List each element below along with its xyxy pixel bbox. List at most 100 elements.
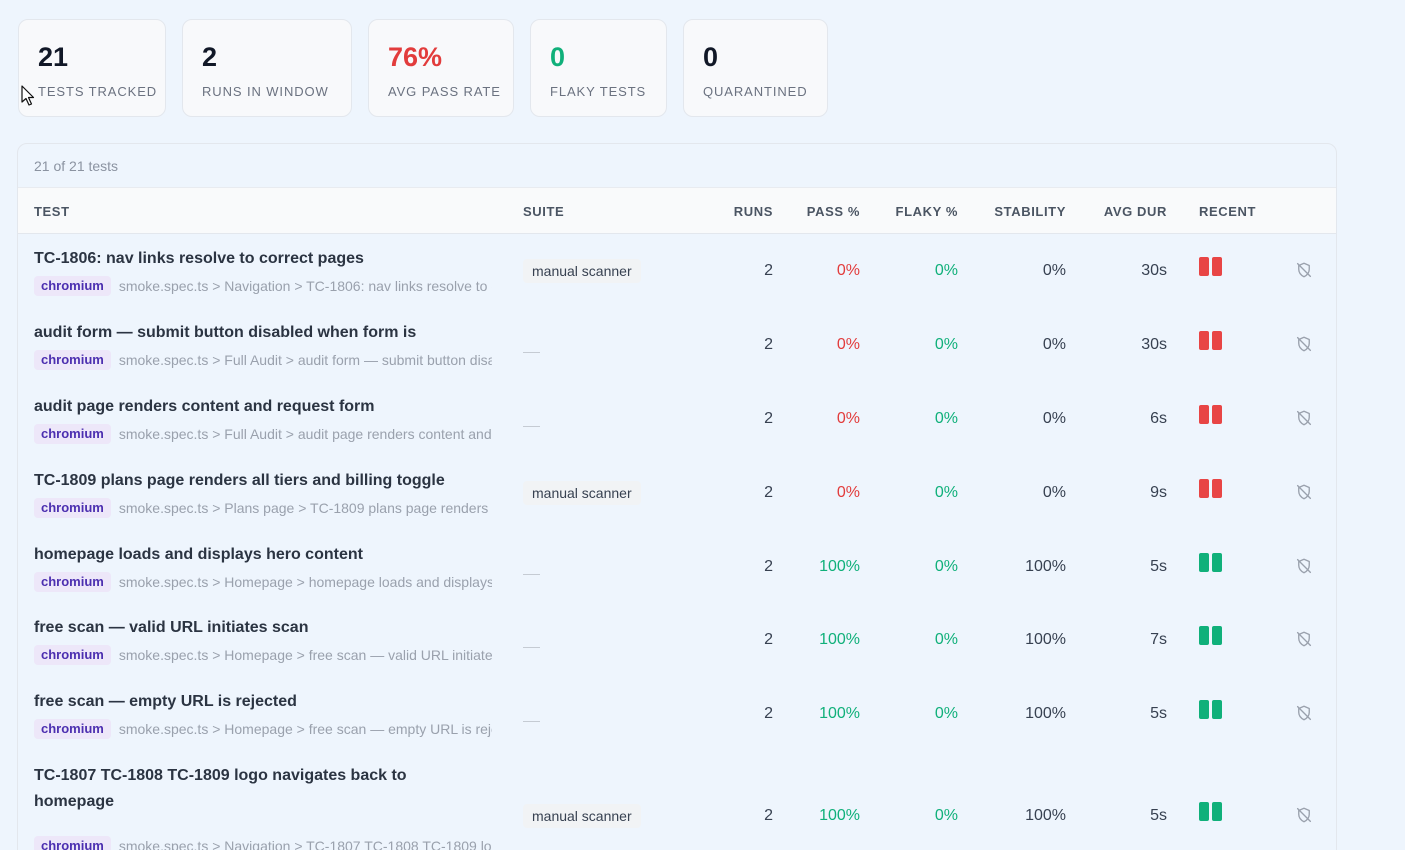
mouse-pointer-icon — [21, 85, 35, 106]
flaky-rate-cell: 0% — [934, 410, 958, 427]
run-pass-bar[interactable] — [1199, 553, 1209, 572]
test-path: smoke.spec.ts > Full Audit > audit form … — [118, 352, 492, 368]
test-name[interactable]: TC-1806: nav links resolve to correct pa… — [34, 250, 364, 267]
flaky-rate-cell: 0% — [934, 262, 958, 279]
pass-rate-cell: 0% — [836, 262, 860, 279]
stability-cell: 0% — [1042, 410, 1066, 427]
runs-cell: 2 — [764, 410, 773, 427]
recent-runs — [1199, 331, 1222, 350]
shield-off-icon[interactable] — [1295, 335, 1313, 353]
stability-cell: 0% — [1042, 336, 1066, 353]
test-name[interactable]: TC-1809 plans page renders all tiers and… — [34, 472, 445, 489]
browser-badge: chromium — [34, 350, 111, 370]
test-name[interactable]: TC-1807 TC-1808 TC-1809 logo navigates b… — [34, 767, 407, 810]
test-path: smoke.spec.ts > Navigation > TC-1807 TC-… — [118, 838, 492, 850]
stat-value: 2 — [202, 42, 218, 72]
header-stability[interactable]: STABILITY — [994, 204, 1066, 219]
test-path: smoke.spec.ts > Full Audit > audit page … — [118, 426, 492, 442]
suite-empty-dash — [523, 426, 540, 427]
run-pass-bar[interactable] — [1212, 553, 1222, 572]
stat-card: 21 TESTS TRACKED — [18, 19, 166, 117]
suite-empty-dash — [523, 721, 540, 722]
flaky-rate-cell: 0% — [934, 336, 958, 353]
run-fail-bar[interactable] — [1199, 405, 1209, 424]
run-pass-bar[interactable] — [1212, 802, 1222, 821]
tests-count: 21 of 21 tests — [34, 158, 119, 174]
shield-off-icon[interactable] — [1295, 806, 1313, 824]
avg-duration-cell: 5s — [1150, 558, 1167, 575]
test-meta: chromium smoke.spec.ts > Homepage > homep… — [34, 572, 492, 592]
run-fail-bar[interactable] — [1199, 331, 1209, 350]
run-fail-bar[interactable] — [1212, 257, 1222, 276]
pass-rate-cell: 100% — [819, 631, 860, 648]
pass-rate-cell: 0% — [836, 336, 860, 353]
suite-empty-dash — [523, 647, 540, 648]
stat-value: 0 — [550, 42, 566, 72]
test-name[interactable]: free scan — valid URL initiates scan — [34, 619, 309, 636]
shield-off-icon[interactable] — [1295, 630, 1313, 648]
test-name[interactable]: audit page renders content and request f… — [34, 398, 375, 415]
stability-cell: 100% — [1025, 558, 1066, 575]
test-name[interactable]: free scan — empty URL is rejected — [34, 693, 297, 710]
stat-card: 76% AVG PASS RATE — [368, 19, 514, 117]
header-pass[interactable]: PASS % — [806, 204, 860, 219]
shield-off-icon[interactable] — [1295, 261, 1313, 279]
browser-badge: chromium — [34, 836, 111, 850]
pass-rate-cell: 100% — [819, 558, 860, 575]
test-path: smoke.spec.ts > Navigation > TC-1806: na… — [118, 278, 492, 294]
stability-cell: 100% — [1025, 631, 1066, 648]
header-avg-dur[interactable]: AVG DUR — [1103, 204, 1167, 219]
test-path: smoke.spec.ts > Plans page > TC-1809 pla… — [118, 500, 492, 516]
header-suite[interactable]: SUITE — [523, 204, 565, 219]
test-meta: chromium smoke.spec.ts > Full Audit > aud… — [34, 350, 492, 370]
recent-runs — [1199, 553, 1222, 572]
run-fail-bar[interactable] — [1199, 479, 1209, 498]
shield-off-icon[interactable] — [1295, 409, 1313, 427]
run-pass-bar[interactable] — [1212, 626, 1222, 645]
stat-label: FLAKY TESTS — [550, 84, 647, 99]
recent-runs — [1199, 802, 1222, 821]
runs-cell: 2 — [764, 336, 773, 353]
avg-duration-cell: 9s — [1150, 484, 1167, 501]
avg-duration-cell: 5s — [1150, 705, 1167, 722]
pass-rate-cell: 100% — [819, 807, 860, 824]
recent-runs — [1199, 405, 1222, 424]
run-pass-bar[interactable] — [1199, 700, 1209, 719]
test-meta: chromium smoke.spec.ts > Navigation > TC-… — [34, 836, 492, 850]
stat-label: AVG PASS RATE — [388, 84, 501, 99]
header-runs[interactable]: RUNS — [733, 204, 773, 219]
test-name[interactable]: homepage loads and displays hero content — [34, 546, 363, 563]
test-path: smoke.spec.ts > Homepage > free scan — e… — [118, 721, 492, 737]
stats-row: 21 TESTS TRACKED 2 RUNS IN WINDOW 76% AVG PAS… — [18, 19, 828, 117]
browser-badge: chromium — [34, 276, 111, 296]
run-fail-bar[interactable] — [1212, 331, 1222, 350]
stability-cell: 100% — [1025, 705, 1066, 722]
shield-off-icon[interactable] — [1295, 557, 1313, 575]
shield-off-icon[interactable] — [1295, 483, 1313, 501]
run-pass-bar[interactable] — [1199, 626, 1209, 645]
header-test[interactable]: TEST — [34, 204, 70, 219]
run-pass-bar[interactable] — [1212, 700, 1222, 719]
flaky-rate-cell: 0% — [934, 705, 958, 722]
header-flaky[interactable]: FLAKY % — [895, 204, 958, 219]
suite-empty-dash — [523, 574, 540, 575]
run-fail-bar[interactable] — [1199, 257, 1209, 276]
run-fail-bar[interactable] — [1212, 479, 1222, 498]
stat-card: 0 QUARANTINED — [683, 19, 828, 117]
runs-cell: 2 — [764, 705, 773, 722]
browser-badge: chromium — [34, 645, 111, 665]
run-pass-bar[interactable] — [1199, 802, 1209, 821]
test-meta: chromium smoke.spec.ts > Navigation > TC-… — [34, 276, 492, 296]
test-path: smoke.spec.ts > Homepage > free scan — v… — [118, 647, 492, 663]
shield-off-icon[interactable] — [1295, 704, 1313, 722]
suite-tag: manual scanner — [523, 259, 641, 283]
recent-runs — [1199, 626, 1222, 645]
runs-cell: 2 — [764, 631, 773, 648]
stat-value: 21 — [38, 42, 69, 72]
suite-tag: manual scanner — [523, 804, 641, 828]
run-fail-bar[interactable] — [1212, 405, 1222, 424]
runs-cell: 2 — [764, 807, 773, 824]
browser-badge: chromium — [34, 719, 111, 739]
stat-value: 76% — [388, 42, 443, 72]
table-header: TEST SUITE RUNS PASS % FLAKY % STABILITY… — [18, 187, 1336, 234]
